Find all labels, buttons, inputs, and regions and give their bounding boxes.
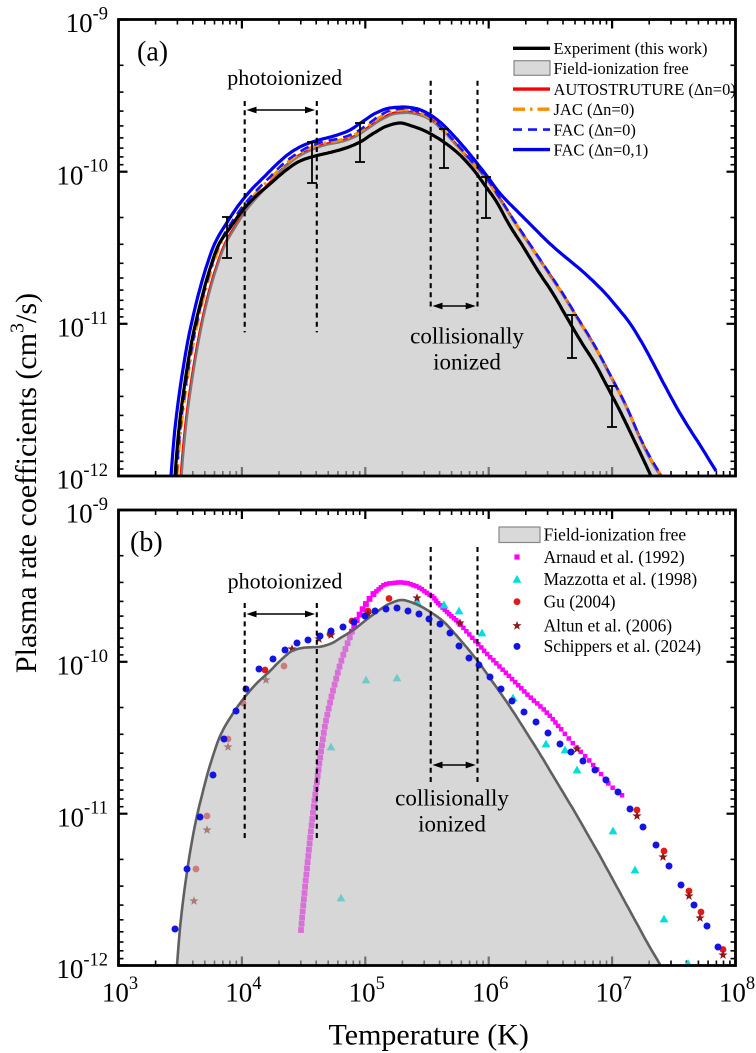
svg-text:ionized: ionized bbox=[433, 350, 501, 375]
svg-text:Schippers et al. (2024): Schippers et al. (2024) bbox=[544, 636, 702, 656]
svg-text:photoionized: photoionized bbox=[227, 65, 342, 90]
svg-text:Gu (2004): Gu (2004) bbox=[544, 592, 616, 612]
svg-text:(b): (b) bbox=[130, 527, 163, 558]
svg-text:Field-ionization free: Field-ionization free bbox=[554, 59, 689, 78]
svg-text:FAC (Δn=0): FAC (Δn=0) bbox=[554, 120, 636, 139]
svg-text:collisionally: collisionally bbox=[410, 324, 524, 349]
svg-text:103: 103 bbox=[102, 974, 138, 1008]
svg-text:10-12: 10-12 bbox=[56, 951, 108, 985]
svg-text:collisionally: collisionally bbox=[395, 786, 509, 811]
svg-text:Arnaud et al. (1992): Arnaud et al. (1992) bbox=[544, 547, 685, 567]
svg-text:10-10: 10-10 bbox=[56, 157, 108, 191]
svg-text:JAC (Δn=0): JAC (Δn=0) bbox=[554, 100, 635, 119]
svg-text:Altun et al. (2006): Altun et al. (2006) bbox=[544, 616, 673, 636]
svg-text:FAC (Δn=0,1): FAC (Δn=0,1) bbox=[554, 140, 649, 159]
svg-text:106: 106 bbox=[472, 974, 508, 1008]
svg-text:Plasma rate coefficients (cm3/: Plasma rate coefficients (cm3/s) bbox=[6, 293, 43, 673]
svg-text:Field-ionization free: Field-ionization free bbox=[544, 524, 687, 544]
svg-text:10-9: 10-9 bbox=[66, 4, 108, 38]
svg-text:10-11: 10-11 bbox=[57, 799, 108, 833]
svg-text:ionized: ionized bbox=[418, 812, 486, 837]
svg-text:Mazzotta et al. (1998): Mazzotta et al. (1998) bbox=[544, 569, 698, 589]
svg-text:Temperature (K): Temperature (K) bbox=[329, 1018, 529, 1051]
svg-text:AUTOSTRUTURE (Δn=0): AUTOSTRUTURE (Δn=0) bbox=[554, 80, 736, 99]
svg-text:Experiment (this work): Experiment (this work) bbox=[554, 39, 708, 58]
svg-text:(a): (a) bbox=[137, 37, 168, 68]
svg-text:photoionized: photoionized bbox=[228, 569, 343, 594]
